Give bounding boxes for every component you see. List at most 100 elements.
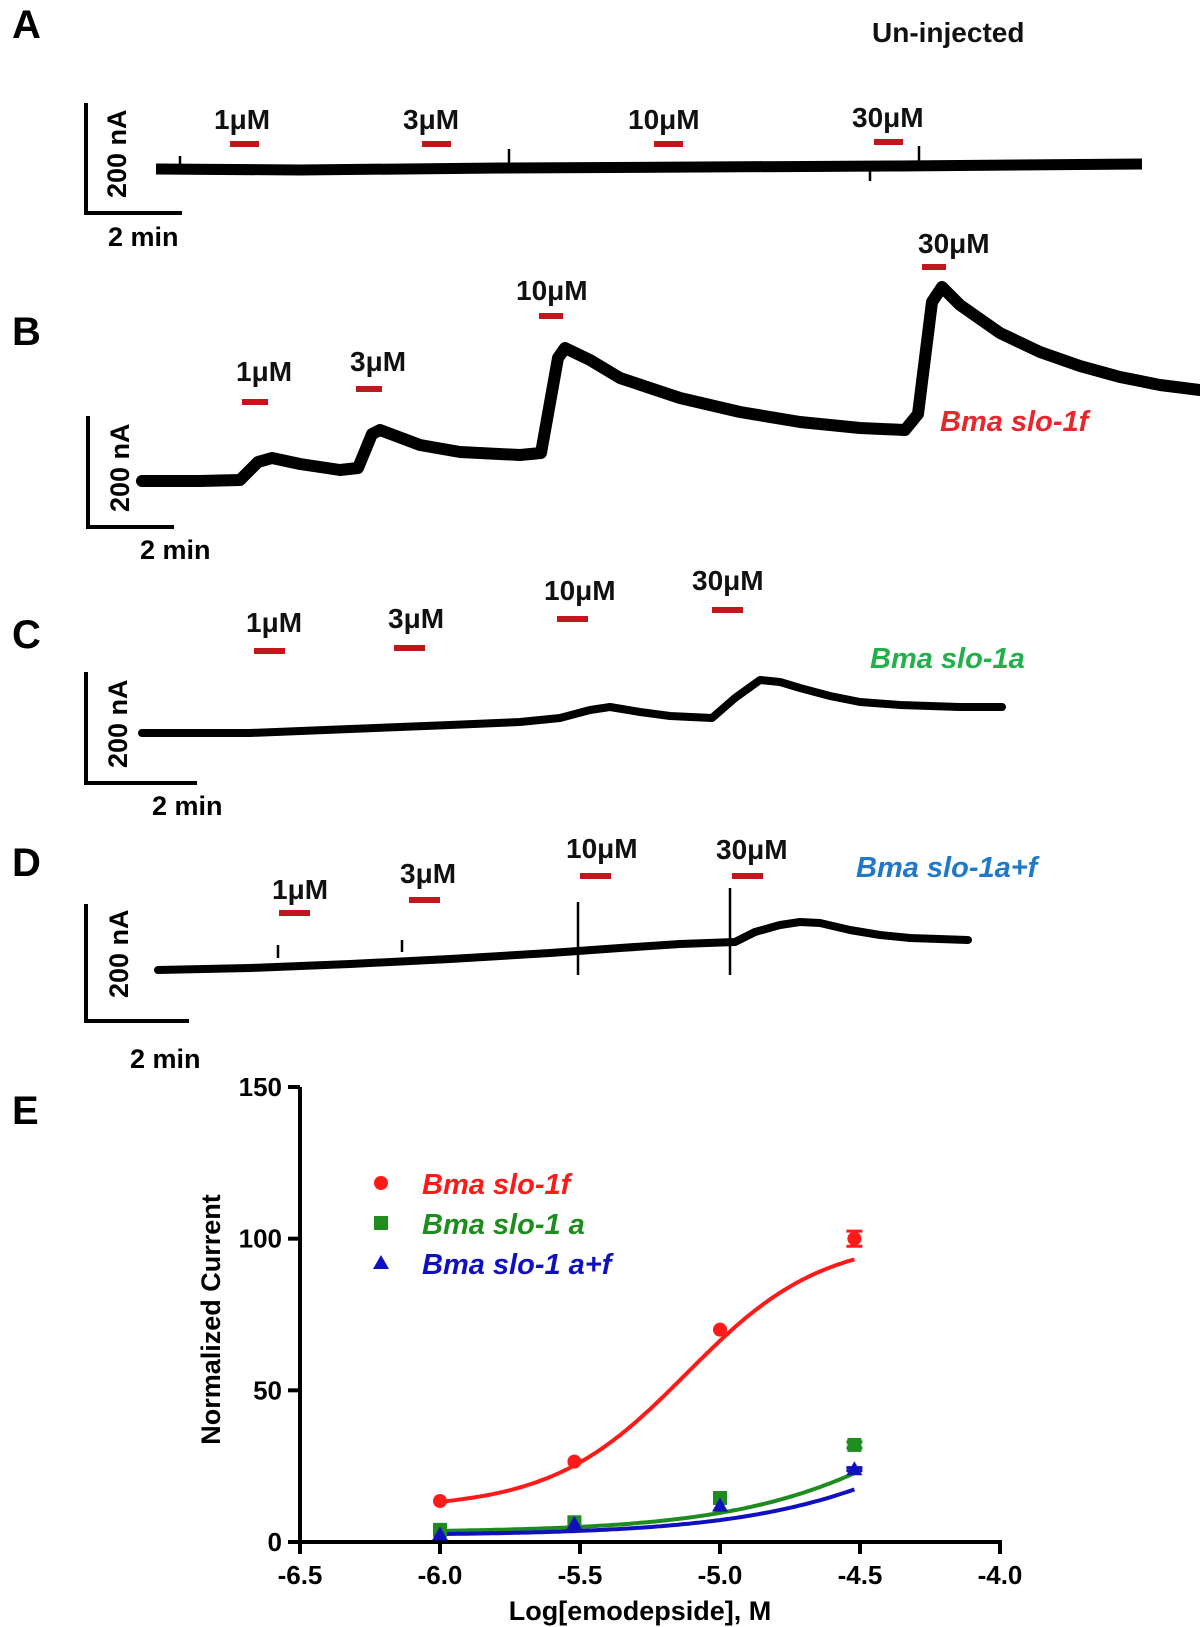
legend-label: Bma slo-1 a+f xyxy=(422,1249,615,1281)
scale-time-d: 2 min xyxy=(130,1044,201,1074)
application-bar-d-10 xyxy=(580,873,611,879)
panel-c: C Bma slo-1a 200 nA 2 min 1μM 3μM 10μM 3… xyxy=(12,565,1025,821)
x-tick-label: -5.5 xyxy=(558,1560,603,1590)
data-point xyxy=(712,1497,728,1512)
x-axis-ticks: -6.5 -6.0 -5.5 -5.0 -4.5 -4.0 xyxy=(278,1542,1023,1590)
y-tick-label: 150 xyxy=(239,1072,282,1102)
panel-letter-a: A xyxy=(12,3,41,47)
x-tick-label: -5.0 xyxy=(698,1560,743,1590)
application-bar-c-30 xyxy=(712,607,743,613)
panel-letter-e: E xyxy=(12,1089,39,1133)
data-point xyxy=(433,1494,447,1509)
application-bar-a-30 xyxy=(874,139,903,145)
x-axis-label: Log[emodepside], M xyxy=(509,1596,772,1626)
scale-current-d: 200 nA xyxy=(104,909,134,998)
panel-letter-b: B xyxy=(12,310,41,354)
conc-label-b-3: 3μM xyxy=(350,346,406,377)
application-bar-d-3 xyxy=(409,897,440,903)
conc-label-c-3: 3μM xyxy=(388,603,444,634)
scale-current-c: 200 nA xyxy=(103,679,133,768)
error-bars xyxy=(846,1229,863,1473)
application-bar-b-1 xyxy=(242,399,268,405)
current-trace-c xyxy=(138,676,1006,737)
scale-time-c: 2 min xyxy=(152,791,223,821)
data-point xyxy=(567,1454,582,1469)
data-point xyxy=(566,1515,583,1530)
y-axis-label: Normalized Current xyxy=(196,1194,226,1445)
x-tick-label: -6.0 xyxy=(418,1560,463,1590)
legend-marker xyxy=(374,1176,388,1190)
conc-label-a-3: 3μM xyxy=(403,104,459,135)
conc-label-c-10: 10μM xyxy=(544,575,616,606)
conc-label-b-1: 1μM xyxy=(236,356,292,387)
panel-a: A Un-injected 200 nA 2 min 1μM 3μM 10μM … xyxy=(12,3,1143,252)
conc-label-b-30: 30μM xyxy=(918,228,990,259)
data-point xyxy=(846,1461,863,1476)
panel-letter-c: C xyxy=(12,613,41,657)
x-tick-label: -4.5 xyxy=(838,1560,883,1590)
y-tick-label: 100 xyxy=(239,1224,282,1254)
scale-bar-d xyxy=(84,904,189,1023)
panel-b: B Bma slo-1f 200 nA 2 min 1μM 3μM 10μM 3… xyxy=(12,228,1200,565)
application-bar-b-10 xyxy=(539,313,563,319)
conc-label-a-1: 1μM xyxy=(214,104,270,135)
conc-label-d-30: 30μM xyxy=(716,834,788,865)
legend: Bma slo-1f Bma slo-1 a Bma slo-1 a+f xyxy=(373,1169,615,1281)
fit-curve-1 xyxy=(440,1471,856,1533)
x-tick-label: -6.5 xyxy=(278,1560,323,1590)
application-bar-a-1 xyxy=(230,141,259,147)
application-bar-d-1 xyxy=(279,910,310,916)
application-bar-d-30 xyxy=(732,873,763,879)
x-tick-label: -4.0 xyxy=(978,1560,1023,1590)
construct-label-d: Bma slo-1a+f xyxy=(856,852,1041,884)
fit-curve-0 xyxy=(439,1257,855,1504)
fit-curves xyxy=(439,1257,856,1537)
legend-marker xyxy=(373,1255,389,1269)
y-tick-label: 50 xyxy=(253,1375,282,1405)
application-bar-c-10 xyxy=(557,616,588,622)
application-bar-a-3 xyxy=(422,141,451,147)
legend-label: Bma slo-1f xyxy=(422,1169,574,1201)
conc-label-b-10: 10μM xyxy=(516,275,588,306)
conc-label-a-10: 10μM xyxy=(628,104,700,135)
application-bar-c-1 xyxy=(254,648,285,654)
data-point xyxy=(847,1231,862,1246)
construct-label-c: Bma slo-1a xyxy=(870,643,1025,675)
scale-bar-c xyxy=(84,672,197,785)
application-bar-b-30 xyxy=(922,264,946,270)
scale-current-a: 200 nA xyxy=(102,109,132,198)
conc-label-d-1: 1μM xyxy=(272,874,328,905)
current-trace-d xyxy=(154,918,972,974)
legend-marker xyxy=(374,1216,388,1230)
dose-response-chart: 0 50 100 150 -6.5 -6.0 -5.5 -5.0 -4.5 -4.0 Bma s… xyxy=(196,1072,1022,1626)
data-point xyxy=(847,1437,862,1452)
fit-curve-2 xyxy=(439,1487,856,1537)
scale-current-b: 200 nA xyxy=(105,423,135,512)
scale-time-b: 2 min xyxy=(140,535,211,565)
application-bar-a-10 xyxy=(654,141,683,147)
y-tick-label: 0 xyxy=(268,1527,282,1557)
y-axis-ticks: 0 50 100 150 xyxy=(239,1072,300,1557)
current-trace-a xyxy=(155,158,1143,176)
panel-d: D Bma slo-1a+f 200 nA 2 min 1μM 3μM 10μM… xyxy=(12,833,1041,1074)
data-points xyxy=(432,1231,863,1541)
construct-label-b: Bma slo-1f xyxy=(940,406,1092,438)
trace-artifacts-d xyxy=(276,888,732,975)
legend-label: Bma slo-1 a xyxy=(422,1209,585,1241)
conc-label-d-3: 3μM xyxy=(400,858,456,889)
trace-artifacts-a xyxy=(178,146,921,181)
conc-label-c-30: 30μM xyxy=(692,565,764,596)
data-point xyxy=(432,1526,448,1541)
conc-label-c-1: 1μM xyxy=(246,607,302,638)
data-point xyxy=(713,1322,727,1337)
scale-time-a: 2 min xyxy=(108,222,179,252)
panel-letter-d: D xyxy=(12,841,41,885)
conc-label-d-10: 10μM xyxy=(566,833,638,864)
application-bar-c-3 xyxy=(394,645,425,651)
scale-bar-a xyxy=(84,103,182,215)
application-bar-b-3 xyxy=(356,386,382,392)
scale-bar-b xyxy=(86,416,174,529)
panel-e: E 0 50 100 150 -6.5 -6.0 -5.5 -5.0 -4.5 -4.0 Bma… xyxy=(12,1072,1022,1626)
current-trace-b xyxy=(136,281,1200,487)
